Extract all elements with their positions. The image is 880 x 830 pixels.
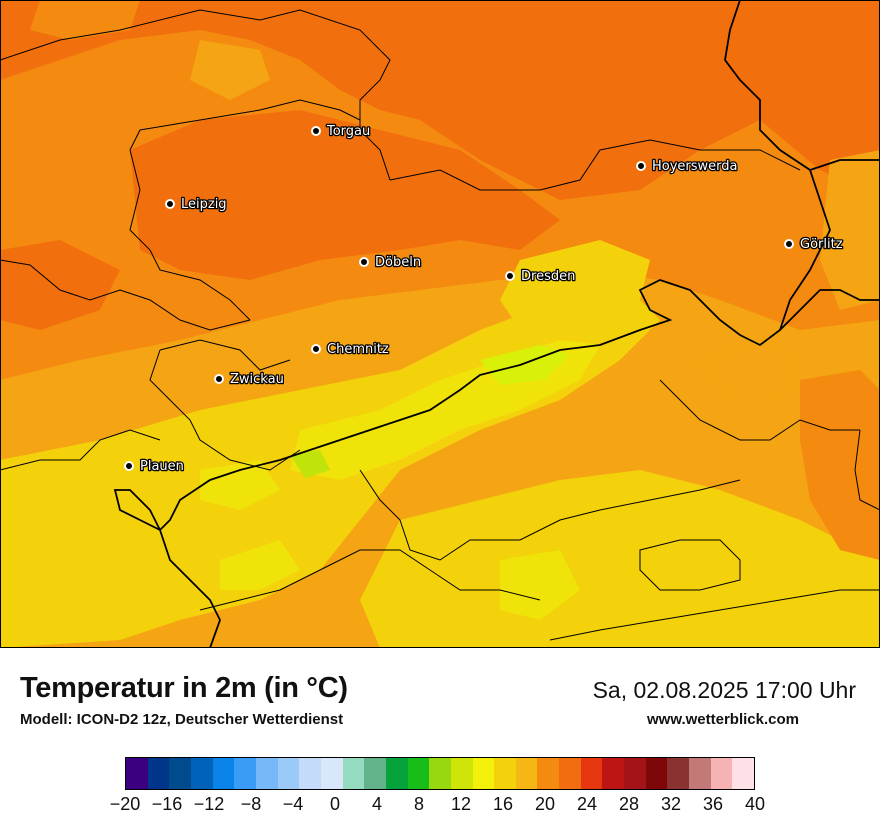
colorbar-tick-label: 16	[492, 794, 514, 814]
colorbar-cell	[450, 758, 473, 789]
colorbar-cell	[190, 758, 213, 789]
website-link[interactable]: www.wetterblick.com	[647, 711, 799, 728]
city-doebeln[interactable]: Döbeln	[359, 254, 422, 271]
city-hoyerswerda[interactable]: Hoyerswerda	[636, 158, 739, 175]
colorbar-cell	[710, 758, 733, 789]
city-chemnitz[interactable]: Chemnitz	[311, 341, 390, 358]
map-title: Temperatur in 2m (in °C)	[20, 672, 348, 704]
city-label: Görlitz	[800, 237, 843, 252]
colorbar-cell	[472, 758, 495, 789]
city-dot-icon	[505, 271, 515, 281]
colorbar-tick-label: −4	[282, 794, 304, 814]
colorbar-tick-label: 24	[576, 794, 598, 814]
city-goerlitz[interactable]: Görlitz	[784, 236, 844, 253]
colorbar-cell	[255, 758, 278, 789]
city-plauen[interactable]: Plauen	[124, 458, 185, 475]
temp-field-east	[800, 370, 880, 560]
temperature-colorbar	[125, 757, 755, 790]
colorbar-cell	[667, 758, 690, 789]
city-dot-icon	[165, 199, 175, 209]
city-label: Hoyerswerda	[652, 159, 738, 174]
forecast-datetime: Sa, 02.08.2025 17:00 Uhr	[592, 677, 856, 703]
colorbar-cell	[602, 758, 625, 789]
map-canvas: Torgau Hoyerswerda Leipzig Görlitz Döbel…	[0, 0, 880, 648]
city-dot-icon	[214, 374, 224, 384]
city-dresden[interactable]: Dresden	[505, 268, 577, 285]
colorbar-cell	[689, 758, 711, 789]
city-label: Plauen	[140, 459, 184, 474]
city-zwickau[interactable]: Zwickau	[214, 371, 285, 388]
colorbar-tick-label: 12	[450, 794, 472, 814]
temp-field-leipzig	[130, 110, 560, 280]
colorbar-cell	[515, 758, 538, 789]
model-info: Modell: ICON-D2 12z, Deutscher Wetterdie…	[20, 711, 344, 728]
state-borders	[113, 0, 880, 648]
city-dot-icon	[311, 126, 321, 136]
colorbar-tick-label: −8	[240, 794, 262, 814]
colorbar-cell	[385, 758, 408, 789]
district-borders	[0, 9, 880, 641]
colorbar-tick-label: 4	[371, 794, 383, 814]
colorbar-tick-label: 8	[413, 794, 425, 814]
colorbar-cell	[212, 758, 235, 789]
city-label: Chemnitz	[327, 342, 389, 357]
colorbar-cell	[147, 758, 170, 789]
colorbar-cell	[429, 758, 451, 789]
colorbar-tick-label: 40	[744, 794, 766, 814]
city-label: Dresden	[521, 269, 575, 284]
city-label: Zwickau	[230, 372, 284, 387]
colorbar-cell	[342, 758, 365, 789]
city-dot-icon	[124, 461, 134, 471]
colorbar-tick-label: 0	[329, 794, 341, 814]
colorbar-cell	[580, 758, 603, 789]
colorbar-cell	[169, 758, 191, 789]
colorbar-cell	[645, 758, 668, 789]
city-dot-icon	[636, 161, 646, 171]
colorbar-cell	[277, 758, 300, 789]
city-torgau[interactable]: Torgau	[311, 123, 372, 140]
city-leipzig[interactable]: Leipzig	[165, 196, 228, 213]
colorbar-cell	[494, 758, 516, 789]
colorbar-cell	[559, 758, 581, 789]
colorbar-ticks: −20 −16 −12 −8 −4 0 4 8 12 16 20 24 28 32 36 40	[110, 794, 765, 816]
colorbar-cell	[624, 758, 646, 789]
colorbar-cell	[320, 758, 343, 789]
colorbar-tick-label: 36	[702, 794, 724, 814]
city-label: Torgau	[326, 124, 370, 139]
colorbar-cell	[234, 758, 256, 789]
colorbar-cell	[299, 758, 321, 789]
city-dot-icon	[359, 257, 369, 267]
colorbar-tick-label: 20	[534, 794, 556, 814]
city-label: Leipzig	[181, 197, 227, 212]
colorbar-cell	[364, 758, 386, 789]
colorbar-cell	[732, 758, 755, 789]
city-markers: Torgau Hoyerswerda Leipzig Görlitz Döbel…	[124, 123, 844, 475]
city-label: Döbeln	[375, 255, 421, 270]
city-dot-icon	[311, 344, 321, 354]
colorbar-tick-label: −20	[109, 794, 141, 814]
colorbar-tick-label: 28	[618, 794, 640, 814]
temperature-map[interactable]: Torgau Hoyerswerda Leipzig Görlitz Döbel…	[0, 0, 880, 648]
colorbar-tick-label: 32	[660, 794, 682, 814]
colorbar-tick-label: −12	[193, 794, 225, 814]
colorbar-cell	[126, 758, 148, 789]
colorbar-cell	[407, 758, 430, 789]
city-dot-icon	[784, 239, 794, 249]
colorbar-cell	[537, 758, 560, 789]
colorbar-tick-label: −16	[151, 794, 183, 814]
temp-field-north	[0, 0, 880, 200]
